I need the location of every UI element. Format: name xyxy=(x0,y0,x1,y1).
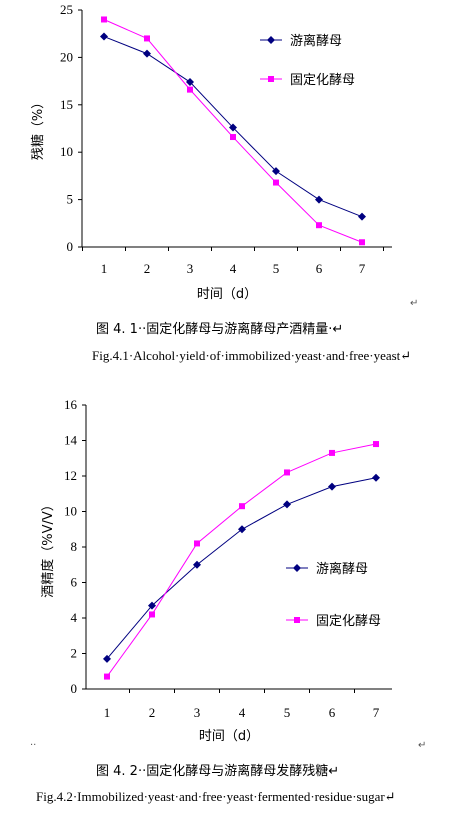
y-tick-label: 5 xyxy=(67,192,74,207)
data-point xyxy=(193,560,201,569)
data-point xyxy=(328,482,336,491)
data-point xyxy=(103,654,111,663)
y-tick-label: 6 xyxy=(71,575,78,590)
data-point xyxy=(372,473,380,482)
y-tick-label: 25 xyxy=(60,2,73,17)
caption-en-fig2: Fig.4.2·Immobilized·yeast·and·free·yeast… xyxy=(36,789,396,804)
x-tick-label: 4 xyxy=(230,261,237,276)
x-tick-label: 1 xyxy=(104,705,111,720)
y-tick-label: 16 xyxy=(64,397,78,412)
data-point xyxy=(230,134,236,141)
y-tick-label: 10 xyxy=(60,144,73,159)
data-point xyxy=(238,525,246,534)
y-tick-label: 2 xyxy=(71,646,78,661)
data-point xyxy=(316,222,322,229)
data-point xyxy=(194,540,200,547)
data-point xyxy=(272,167,280,176)
data-point xyxy=(329,449,335,456)
y-axis-title: 酒精度（%V/V） xyxy=(40,498,56,598)
legend-label: 游离酵母 xyxy=(316,561,368,577)
legend-swatch-marker xyxy=(268,76,274,82)
return-mark: ↵ xyxy=(410,298,419,309)
x-tick-label: 2 xyxy=(149,705,156,720)
y-tick-label: 4 xyxy=(71,610,78,625)
x-tick-label: 3 xyxy=(187,261,194,276)
data-point xyxy=(358,212,366,221)
data-point xyxy=(315,195,323,204)
data-point xyxy=(373,441,379,448)
legend-label: 固定化酵母 xyxy=(316,614,381,629)
caption-en-fig1: Fig.4.1·Alcohol·yield·of·immobilized·yea… xyxy=(92,348,412,363)
data-point xyxy=(144,35,150,42)
data-point xyxy=(100,32,108,41)
x-tick-label: 4 xyxy=(239,705,246,720)
x-tick-label: 2 xyxy=(144,261,151,276)
x-tick-label: 1 xyxy=(101,261,108,276)
x-tick-label: 6 xyxy=(316,261,323,276)
caption-cn-fig2: 图 4. 2··固定化酵母与游离酵母发酵残糖↵ xyxy=(96,764,340,779)
x-axis-title: 时间（d） xyxy=(197,287,257,302)
data-point xyxy=(148,601,156,610)
x-tick-label: 7 xyxy=(373,705,380,720)
data-point xyxy=(359,239,365,246)
legend-label: 固定化酵母 xyxy=(290,73,355,88)
data-point xyxy=(187,86,193,93)
x-tick-label: 5 xyxy=(284,705,291,720)
legend-swatch-marker xyxy=(294,617,300,623)
y-axis-title: 残糖（%） xyxy=(30,96,46,160)
data-point xyxy=(149,611,155,618)
y-tick-label: 0 xyxy=(71,681,78,696)
data-point xyxy=(186,78,194,87)
x-axis-title: 时间（d） xyxy=(199,729,259,744)
data-point xyxy=(284,469,290,476)
x-tick-label: 7 xyxy=(359,261,366,276)
y-tick-label: 12 xyxy=(64,468,77,483)
y-tick-label: 15 xyxy=(60,97,73,112)
legend-swatch-marker xyxy=(293,564,301,572)
x-tick-label: 3 xyxy=(194,705,201,720)
return-mark: ↵ xyxy=(418,740,427,751)
data-point xyxy=(143,49,151,58)
legend-label: 游离酵母 xyxy=(290,33,342,49)
y-tick-label: 10 xyxy=(64,504,77,519)
y-tick-label: 14 xyxy=(64,433,78,448)
data-point xyxy=(104,673,110,680)
dots-mark: ·· xyxy=(30,740,37,751)
data-point xyxy=(283,500,291,509)
x-tick-label: 6 xyxy=(329,705,336,720)
x-tick-label: 5 xyxy=(273,261,280,276)
y-tick-label: 20 xyxy=(60,49,73,64)
legend-swatch-marker xyxy=(267,36,275,44)
data-point xyxy=(101,16,107,23)
data-point xyxy=(273,179,279,186)
y-tick-label: 8 xyxy=(71,539,78,554)
data-point xyxy=(229,123,237,132)
data-point xyxy=(239,503,245,510)
caption-cn-fig1: 图 4. 1··固定化酵母与游离酵母产酒精量·↵ xyxy=(96,322,344,337)
y-tick-label: 0 xyxy=(67,239,74,254)
series-line xyxy=(106,443,377,677)
